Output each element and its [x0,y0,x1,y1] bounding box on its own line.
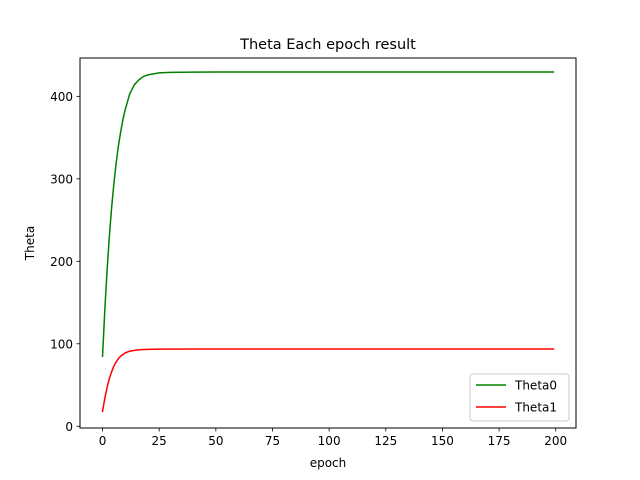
axes-frame [79,57,577,429]
x-axis-ticks: 0 25 50 75 100 125 150 175 200 [99,428,567,448]
y-tick-label: 400 [50,90,73,104]
x-tick-label: 125 [374,434,397,448]
x-tick-label: 175 [488,434,511,448]
x-tick-label: 100 [318,434,341,448]
x-axis-label: epoch [310,456,347,470]
legend-label-theta1: Theta1 [514,401,557,415]
plot-lines [101,71,555,413]
y-tick-label: 200 [50,255,73,269]
y-axis-label: Theta [23,226,37,261]
x-tick-label: 200 [544,434,567,448]
y-tick-label: 300 [50,172,73,186]
y-tick-label: 100 [50,337,73,351]
y-tick-label: 0 [65,420,73,434]
legend-label-theta0: Theta0 [514,379,557,393]
series-line-theta1 [101,348,555,413]
x-tick-label: 0 [99,434,107,448]
x-tick-label: 75 [265,434,280,448]
series-line-theta0 [101,71,555,357]
x-tick-label: 50 [208,434,223,448]
chart-title: Theta Each epoch result [239,37,416,53]
x-tick-label: 150 [431,434,454,448]
x-tick-label: 25 [152,434,167,448]
legend: Theta0 Theta1 [469,373,570,422]
y-axis-ticks: 0 100 200 300 400 [50,90,80,434]
